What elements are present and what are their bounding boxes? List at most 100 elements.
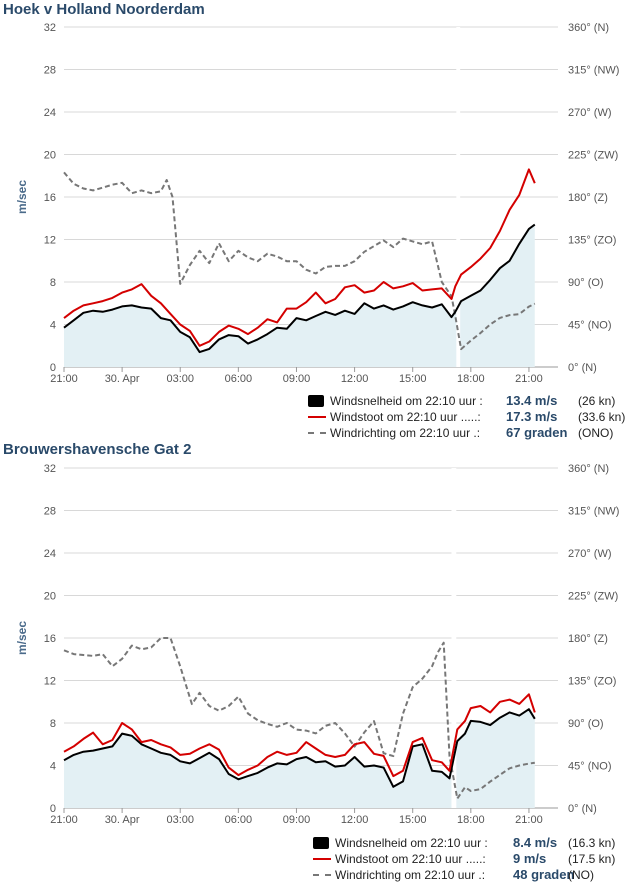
y-tick-label: 12 [44,235,56,247]
y-tick-label: 24 [44,107,56,119]
x-tick-label: 09:00 [283,373,311,385]
red-line-swatch-icon [308,416,326,418]
y-tick-label: 28 [44,506,56,518]
data-gap [451,468,457,808]
legend-brouwershaven: Windsnelheid om 22:10 uur : 8.4 m/s (16.… [313,835,631,883]
y2-tick-label: 90° (O) [568,718,604,730]
dashed-line-swatch-icon [308,432,326,434]
y-tick-label: 16 [44,192,56,204]
y-tick-label: 12 [44,676,56,688]
legend-extra: (16.3 kn) [568,836,616,850]
y-tick-label: 20 [44,150,56,162]
wind-chart-hoek: 0 4 8 12 16 20 24 28 32 0° (N) 45° (NO) 90° (O) 135°… [15,22,619,385]
x-tick-label: 06:00 [225,373,253,385]
y-tick-label: 32 [44,22,56,34]
y-tick-label: 16 [44,633,56,645]
x-tick-label: 09:00 [283,814,311,826]
y2-tick-label: 360° (N) [568,22,609,34]
y-tick-label: 0 [50,362,56,374]
legend-value: 13.4 m/s [506,393,558,408]
y-tick-label: 28 [44,65,56,77]
x-tick-label: 30. Apr [105,814,140,826]
legend-value: 67 graden [506,425,568,440]
y2-tick-label: 315° (NW) [568,506,619,518]
y-tick-label: 0 [50,803,56,815]
legend-row-windrichting[interactable]: Windrichting om 22:10 uur .: 67 graden (… [308,425,628,441]
y2-tick-label: 360° (N) [568,463,609,475]
legend-label: Windstoot om 22:10 uur .....: [335,852,486,866]
legend-label: Windsnelheid om 22:10 uur : [330,394,483,408]
legend-row-windstoot[interactable]: Windstoot om 22:10 uur .....: 17.3 m/s (… [308,409,628,425]
x-tick-label: 06:00 [225,814,253,826]
legend-value: 8.4 m/s [513,835,558,850]
y2-tick-label: 45° (NO) [568,761,612,773]
x-tick-label: 21:00 [515,373,543,385]
y2-tick-label: 270° (W) [568,548,612,560]
y2-tick-label: 270° (W) [568,107,612,119]
legend-value: 9 m/s [513,851,547,866]
x-tick-label: 12:00 [341,373,369,385]
x-tick-label: 21:00 [50,373,78,385]
x-tick-label: 03:00 [166,814,194,826]
y-axis-title: m/sec [15,180,29,214]
legend-label: Windsnelheid om 22:10 uur : [335,836,488,850]
legend-extra: (NO) [568,868,594,882]
series-line-windstoot [63,693,536,778]
y-axis-title: m/sec [15,621,29,655]
legend-extra: (26 kn) [578,394,616,408]
chart-title-brouwershaven: Brouwershavensche Gat 2 [3,441,192,458]
legend-label: Windrichting om 22:10 uur .: [330,426,481,440]
legend-row-windsnelheid[interactable]: Windsnelheid om 22:10 uur : 13.4 m/s (26… [308,393,628,409]
x-tick-label: 18:00 [457,373,485,385]
y-tick-label: 4 [50,320,56,332]
red-line-swatch-icon [313,858,331,860]
y2-tick-label: 135° (ZO) [568,676,616,688]
y-tick-label: 24 [44,548,56,560]
chart-title-hoek: Hoek v Holland Noorderdam [3,1,205,18]
y-tick-label: 20 [44,591,56,603]
y2-tick-label: 315° (NW) [568,65,619,77]
x-tick-label: 15:00 [399,814,427,826]
y2-tick-label: 90° (O) [568,277,604,289]
legend-extra: (17.5 kn) [568,852,616,866]
y-tick-label: 8 [50,277,56,289]
y-tick-label: 4 [50,761,56,773]
y2-tick-label: 225° (ZW) [568,591,618,603]
x-tick-label: 12:00 [341,814,369,826]
series-line-windrichting [63,637,535,800]
legend-row-windrichting[interactable]: Windrichting om 22:10 uur .: 48 graden (… [313,867,631,883]
x-tick-label: 03:00 [166,373,194,385]
y-tick-label: 32 [44,463,56,475]
y2-tick-label: 135° (ZO) [568,235,616,247]
black-box-swatch-icon [308,395,324,407]
legend-value: 17.3 m/s [506,409,558,424]
x-tick-label: 30. Apr [105,373,140,385]
y2-tick-label: 45° (NO) [568,320,612,332]
y-tick-label: 8 [50,718,56,730]
series-line-windstoot [63,168,536,347]
legend-row-windstoot[interactable]: Windstoot om 22:10 uur .....: 9 m/s (17.… [313,851,631,867]
legend-hoek: Windsnelheid om 22:10 uur : 13.4 m/s (26… [308,393,628,441]
data-gap [456,27,461,367]
legend-label: Windstoot om 22:10 uur .....: [330,410,481,424]
x-tick-label: 18:00 [457,814,485,826]
y2-tick-label: 0° (N) [568,362,597,374]
series-line-windsnelheid [63,708,536,788]
legend-extra: (ONO) [578,426,614,440]
x-tick-label: 21:00 [515,814,543,826]
wind-chart-brouwershaven: 0 4 8 12 16 20 24 28 32 0° (N) 45° (NO) 90° (O) 135°… [15,463,619,826]
series-line-windsnelheid [63,223,536,354]
legend-value: 48 graden [513,867,575,882]
legend-row-windsnelheid[interactable]: Windsnelheid om 22:10 uur : 8.4 m/s (16.… [313,835,631,851]
legend-label: Windrichting om 22:10 uur .: [335,868,486,882]
y2-tick-label: 225° (ZW) [568,150,618,162]
x-tick-label: 21:00 [50,814,78,826]
y2-tick-label: 180° (Z) [568,192,608,204]
y2-tick-label: 180° (Z) [568,633,608,645]
dashed-line-swatch-icon [313,874,331,876]
series-line-windrichting [63,171,536,351]
legend-extra: (33.6 kn) [578,410,626,424]
black-box-swatch-icon [313,837,329,849]
x-tick-label: 15:00 [399,373,427,385]
y2-tick-label: 0° (N) [568,803,597,815]
